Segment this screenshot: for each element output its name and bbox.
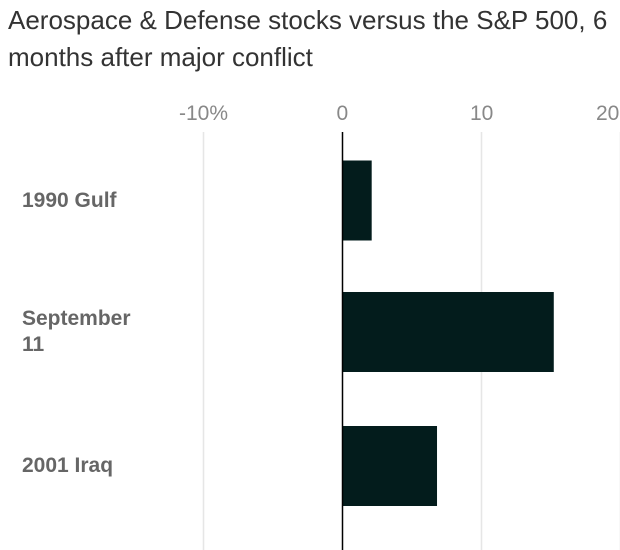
x-tick-label: -10%	[179, 102, 229, 125]
category-label: 2001 Iraq	[22, 454, 114, 477]
category-label: 1990 Gulf	[22, 188, 117, 212]
x-tick-label: 20	[596, 102, 620, 125]
category-label: September 11	[22, 307, 131, 356]
bar-1990-gulf	[342, 160, 372, 241]
bar-2001-iraq	[342, 426, 438, 506]
x-tick-label: 0	[336, 102, 349, 125]
x-tick-label: 10	[470, 102, 494, 125]
bar-september-11	[342, 292, 554, 372]
chart-title: Aerospace & Defense stocks versus the S&…	[8, 5, 608, 72]
